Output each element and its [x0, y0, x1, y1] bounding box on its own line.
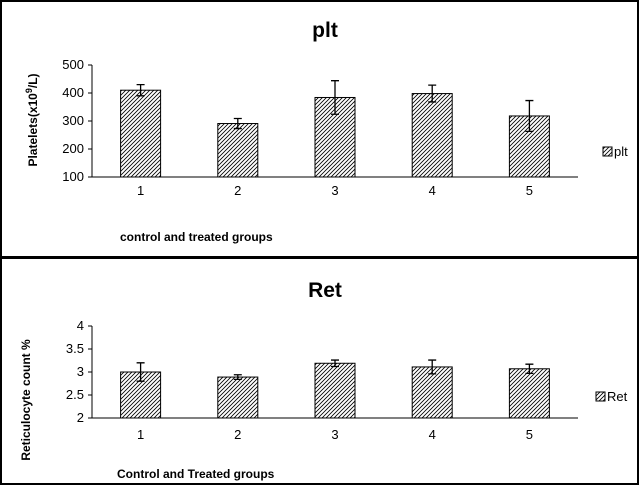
x-tick-label: 5 — [526, 427, 533, 442]
bar — [508, 368, 550, 419]
x-tick-label: 4 — [429, 427, 436, 442]
y-tick-label: 3.5 — [66, 341, 84, 356]
error-bar — [331, 359, 339, 368]
legend: plt — [602, 144, 628, 159]
chart-title: plt — [312, 19, 338, 42]
error-bar — [331, 80, 339, 115]
legend-swatch — [602, 146, 613, 157]
bar — [217, 376, 259, 419]
x-tick-label: 2 — [234, 183, 241, 198]
plot-area: 2 2.5 3 3.5 4 1 2 3 4 5 — [66, 318, 578, 442]
bar — [411, 366, 453, 419]
x-tick-label: 3 — [331, 183, 338, 198]
y-tick-label: 200 — [62, 141, 84, 156]
x-tick-label: 3 — [331, 427, 338, 442]
error-bar — [525, 99, 534, 133]
bar — [314, 362, 356, 419]
error-bar — [136, 83, 145, 97]
chart-title: Ret — [308, 279, 342, 302]
legend-label: plt — [614, 144, 628, 159]
bar — [217, 123, 259, 178]
y-axis-title: Platelets(x109/L) — [24, 73, 40, 166]
bar — [508, 115, 550, 178]
reticulocyte-chart: Ret Reticulocyte count % Control and Tre… — [0, 257, 639, 485]
x-tick-label: 5 — [526, 183, 533, 198]
x-axis-title: control and treated groups — [120, 230, 273, 244]
y-tick-label: 100 — [62, 169, 84, 184]
y-tick-label: 400 — [62, 85, 84, 100]
error-bar — [136, 362, 145, 382]
bar — [120, 89, 162, 178]
error-bar — [428, 84, 437, 103]
error-bar — [233, 374, 242, 381]
legend: Ret — [595, 389, 628, 404]
y-tick-label: 300 — [62, 113, 84, 128]
error-bar — [233, 117, 242, 130]
error-bar — [525, 363, 534, 375]
chart-panel-border — [0, 257, 639, 485]
y-tick-label: 2.5 — [66, 387, 84, 402]
y-tick-label: 500 — [62, 57, 84, 72]
legend-label: Ret — [607, 389, 628, 404]
bar — [120, 371, 162, 419]
x-tick-label: 2 — [234, 427, 241, 442]
y-axis-title: Reticulocyte count % — [19, 339, 33, 461]
x-tick-label: 4 — [429, 183, 436, 198]
x-axis-title: Control and Treated groups — [117, 467, 275, 481]
x-tick-label: 1 — [137, 427, 144, 442]
y-tick-label: 3 — [77, 364, 84, 379]
x-tick-label: 1 — [137, 183, 144, 198]
platelet-chart: plt Platelets(x109/L) control and treate… — [0, 0, 639, 258]
y-tick-label: 4 — [77, 318, 84, 333]
bar — [411, 93, 453, 178]
legend-swatch — [595, 391, 606, 402]
plot-area: 100 200 300 400 500 1 2 3 4 5 — [62, 57, 578, 198]
error-bar — [428, 359, 437, 375]
y-tick-label: 2 — [77, 410, 84, 425]
